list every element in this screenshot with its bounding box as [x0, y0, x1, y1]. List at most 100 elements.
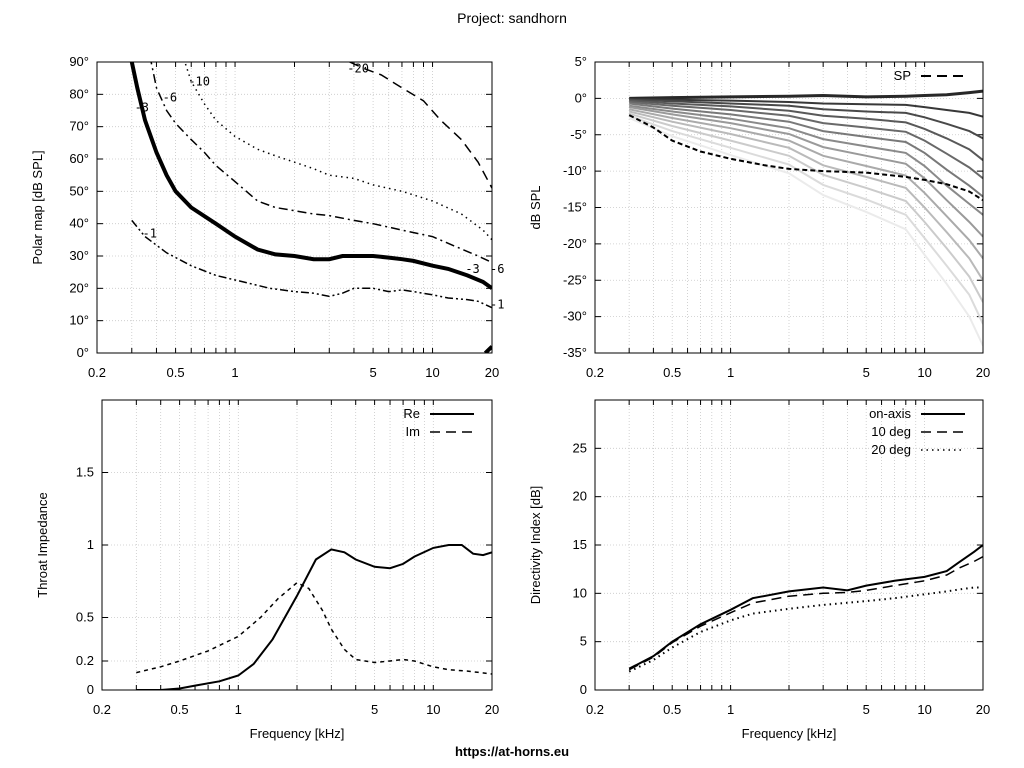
x-tick-label: 0.2: [586, 365, 604, 380]
grid: [101, 400, 493, 691]
polar-response-curve: [629, 102, 983, 198]
grid: [594, 400, 984, 691]
legend-label: Im: [406, 424, 420, 439]
plot-area: [628, 544, 983, 673]
contour-label: -1: [490, 298, 504, 312]
plot-border: [101, 399, 493, 691]
series-line: [628, 586, 983, 673]
y-tick-label: -5°: [570, 127, 587, 142]
y-tick-label: 0°: [575, 90, 587, 105]
series-line: [628, 544, 983, 670]
x-tick-label: 10: [426, 702, 440, 717]
polar-response-curve: [628, 117, 983, 347]
plot-area: [136, 544, 492, 690]
legend-label: on-axis: [869, 406, 911, 421]
y-tick-label: 50°: [69, 183, 89, 198]
x-tick-label: 10: [425, 365, 439, 380]
grid: [96, 61, 493, 354]
plot-border: [96, 61, 493, 354]
y-tick-label: -10°: [563, 163, 587, 178]
y-tick-label: 10°: [69, 313, 89, 328]
polar-response-curve: [628, 114, 983, 325]
contour-label: -1: [143, 226, 157, 240]
contour-line: [349, 62, 492, 189]
y-tick-label: 40°: [69, 216, 89, 231]
x-tick-label: 10: [917, 702, 931, 717]
y-axis-label: Throat Impedance: [35, 492, 50, 598]
x-tick-label: 1: [235, 702, 242, 717]
x-tick-label: 1: [231, 365, 238, 380]
x-tick-label: 0.5: [171, 702, 189, 717]
x-tick-label: 0.2: [88, 365, 106, 380]
x-tick-label: 0.5: [663, 365, 681, 380]
y-axis-label: Polar map [dB SPL]: [30, 150, 45, 264]
contour-label: -6: [163, 91, 177, 105]
y-tick-label: 60°: [69, 151, 89, 166]
contour-label: -3: [465, 262, 479, 276]
polar-response-curve: [629, 106, 983, 238]
contour-label: -20: [347, 61, 369, 75]
contour-label: -6: [490, 262, 504, 276]
x-tick-label: 10: [917, 365, 931, 380]
y-tick-label: -30°: [563, 309, 587, 324]
y-tick-label: -35°: [563, 345, 587, 360]
polar-response-curve: [629, 104, 983, 216]
page-title: Project: sandhorn: [457, 10, 567, 26]
y-tick-label: 10: [573, 585, 587, 600]
sp-curve: [628, 114, 983, 202]
y-tick-label: 0.5: [76, 610, 94, 625]
y-tick-label: 20°: [69, 280, 89, 295]
contour-line: [184, 62, 492, 241]
series-line: [136, 581, 492, 675]
y-tick-label: 90°: [69, 54, 89, 69]
plot-border: [594, 61, 984, 354]
contour-label: -3: [135, 100, 149, 114]
y-tick-label: 5: [580, 634, 587, 649]
y-tick-label: 80°: [69, 86, 89, 101]
x-tick-label: 5: [369, 365, 376, 380]
throat-impedance-panel: 0.2 0.5 1 5 10 20 0 0.2 0.5 1 1.5 Throat Impedance F…: [35, 399, 499, 741]
legend-label: SP: [894, 68, 911, 83]
polar-map-panel: 0.2 0.5 1 5 10 20 0° 10° 20° 30° 40° 50° 60° 70° 80° 90…: [30, 54, 504, 380]
y-tick-label: -15°: [563, 200, 587, 215]
series-line: [628, 555, 983, 671]
x-tick-label: 1: [727, 365, 734, 380]
polar-response-curve: [629, 108, 983, 260]
polar-response-curve: [629, 101, 983, 180]
y-axis-label: Directivity Index [dB]: [528, 486, 543, 605]
y-tick-label: -25°: [563, 272, 587, 287]
x-tick-label: 20: [485, 365, 499, 380]
x-tick-label: 1: [727, 702, 734, 717]
spl-panel: 0.2 0.5 1 5 10 20 5° 0° -5° -10° -15° -20° -25° -30° -…: [528, 54, 990, 380]
x-axis-label: Frequency [kHz]: [250, 726, 345, 741]
polar-response-curve: [629, 99, 983, 161]
y-tick-label: 25: [573, 440, 587, 455]
x-tick-label: 0.2: [586, 702, 604, 717]
y-tick-label: 5°: [575, 54, 587, 69]
y-axis-label: dB SPL: [528, 185, 543, 229]
legend-label: 20 deg: [871, 442, 911, 457]
contour-line: [483, 345, 492, 353]
y-tick-label: 20: [573, 489, 587, 504]
y-tick-label: 30°: [69, 248, 89, 263]
y-tick-label: 1.5: [76, 465, 94, 480]
y-tick-label: 0: [580, 682, 587, 697]
contour-line: [131, 219, 492, 309]
plot-area: [129, 62, 492, 353]
y-tick-label: -20°: [563, 236, 587, 251]
polar-response-curve: [629, 98, 983, 118]
x-tick-label: 5: [863, 702, 870, 717]
y-tick-label: 15: [573, 537, 587, 552]
contour-line: [150, 62, 492, 264]
y-tick-label: 0: [87, 682, 94, 697]
x-tick-label: 20: [485, 702, 499, 717]
footer-url: https://at-horns.eu: [455, 744, 569, 759]
x-tick-label: 0.2: [93, 702, 111, 717]
x-tick-label: 20: [976, 365, 990, 380]
polar-response-curve: [629, 89, 983, 100]
x-tick-label: 0.5: [663, 702, 681, 717]
y-tick-label: 70°: [69, 119, 89, 134]
x-tick-label: 5: [863, 365, 870, 380]
